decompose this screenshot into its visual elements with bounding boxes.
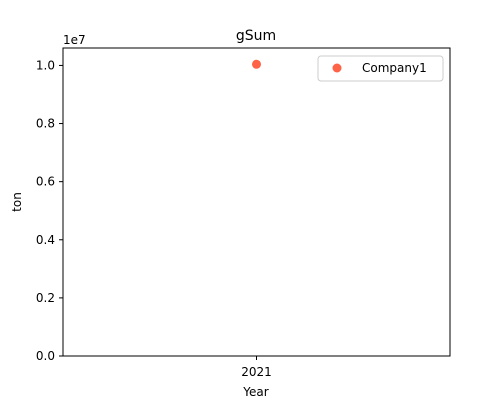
chart-title: gSum — [236, 28, 276, 44]
y-tick-label: 0.6 — [36, 175, 55, 189]
y-tick-label: 0.8 — [36, 117, 55, 131]
legend-label: Company1 — [362, 61, 427, 75]
data-points — [252, 59, 261, 69]
y-tick-label: 0.4 — [36, 233, 55, 247]
data-point — [252, 59, 261, 69]
y-tick-label: 1.0 — [36, 58, 55, 72]
legend-frame — [317, 55, 444, 82]
legend: Company1 — [317, 55, 444, 82]
x-tick-label: 2021 — [241, 365, 272, 379]
y-offset-label: 1e7 — [63, 33, 86, 47]
legend-marker — [332, 63, 342, 73]
y-tick-label: 0.2 — [36, 291, 55, 305]
plot-frame — [62, 47, 451, 357]
y-axis-label: ton — [10, 192, 24, 212]
y-axis-ticks: 0.0 0.2 0.4 0.6 0.8 1.0 — [36, 58, 63, 363]
x-axis-label: Year — [242, 385, 268, 399]
y-tick-label: 0.0 — [36, 349, 55, 363]
x-axis-ticks: 2021 — [241, 356, 272, 379]
